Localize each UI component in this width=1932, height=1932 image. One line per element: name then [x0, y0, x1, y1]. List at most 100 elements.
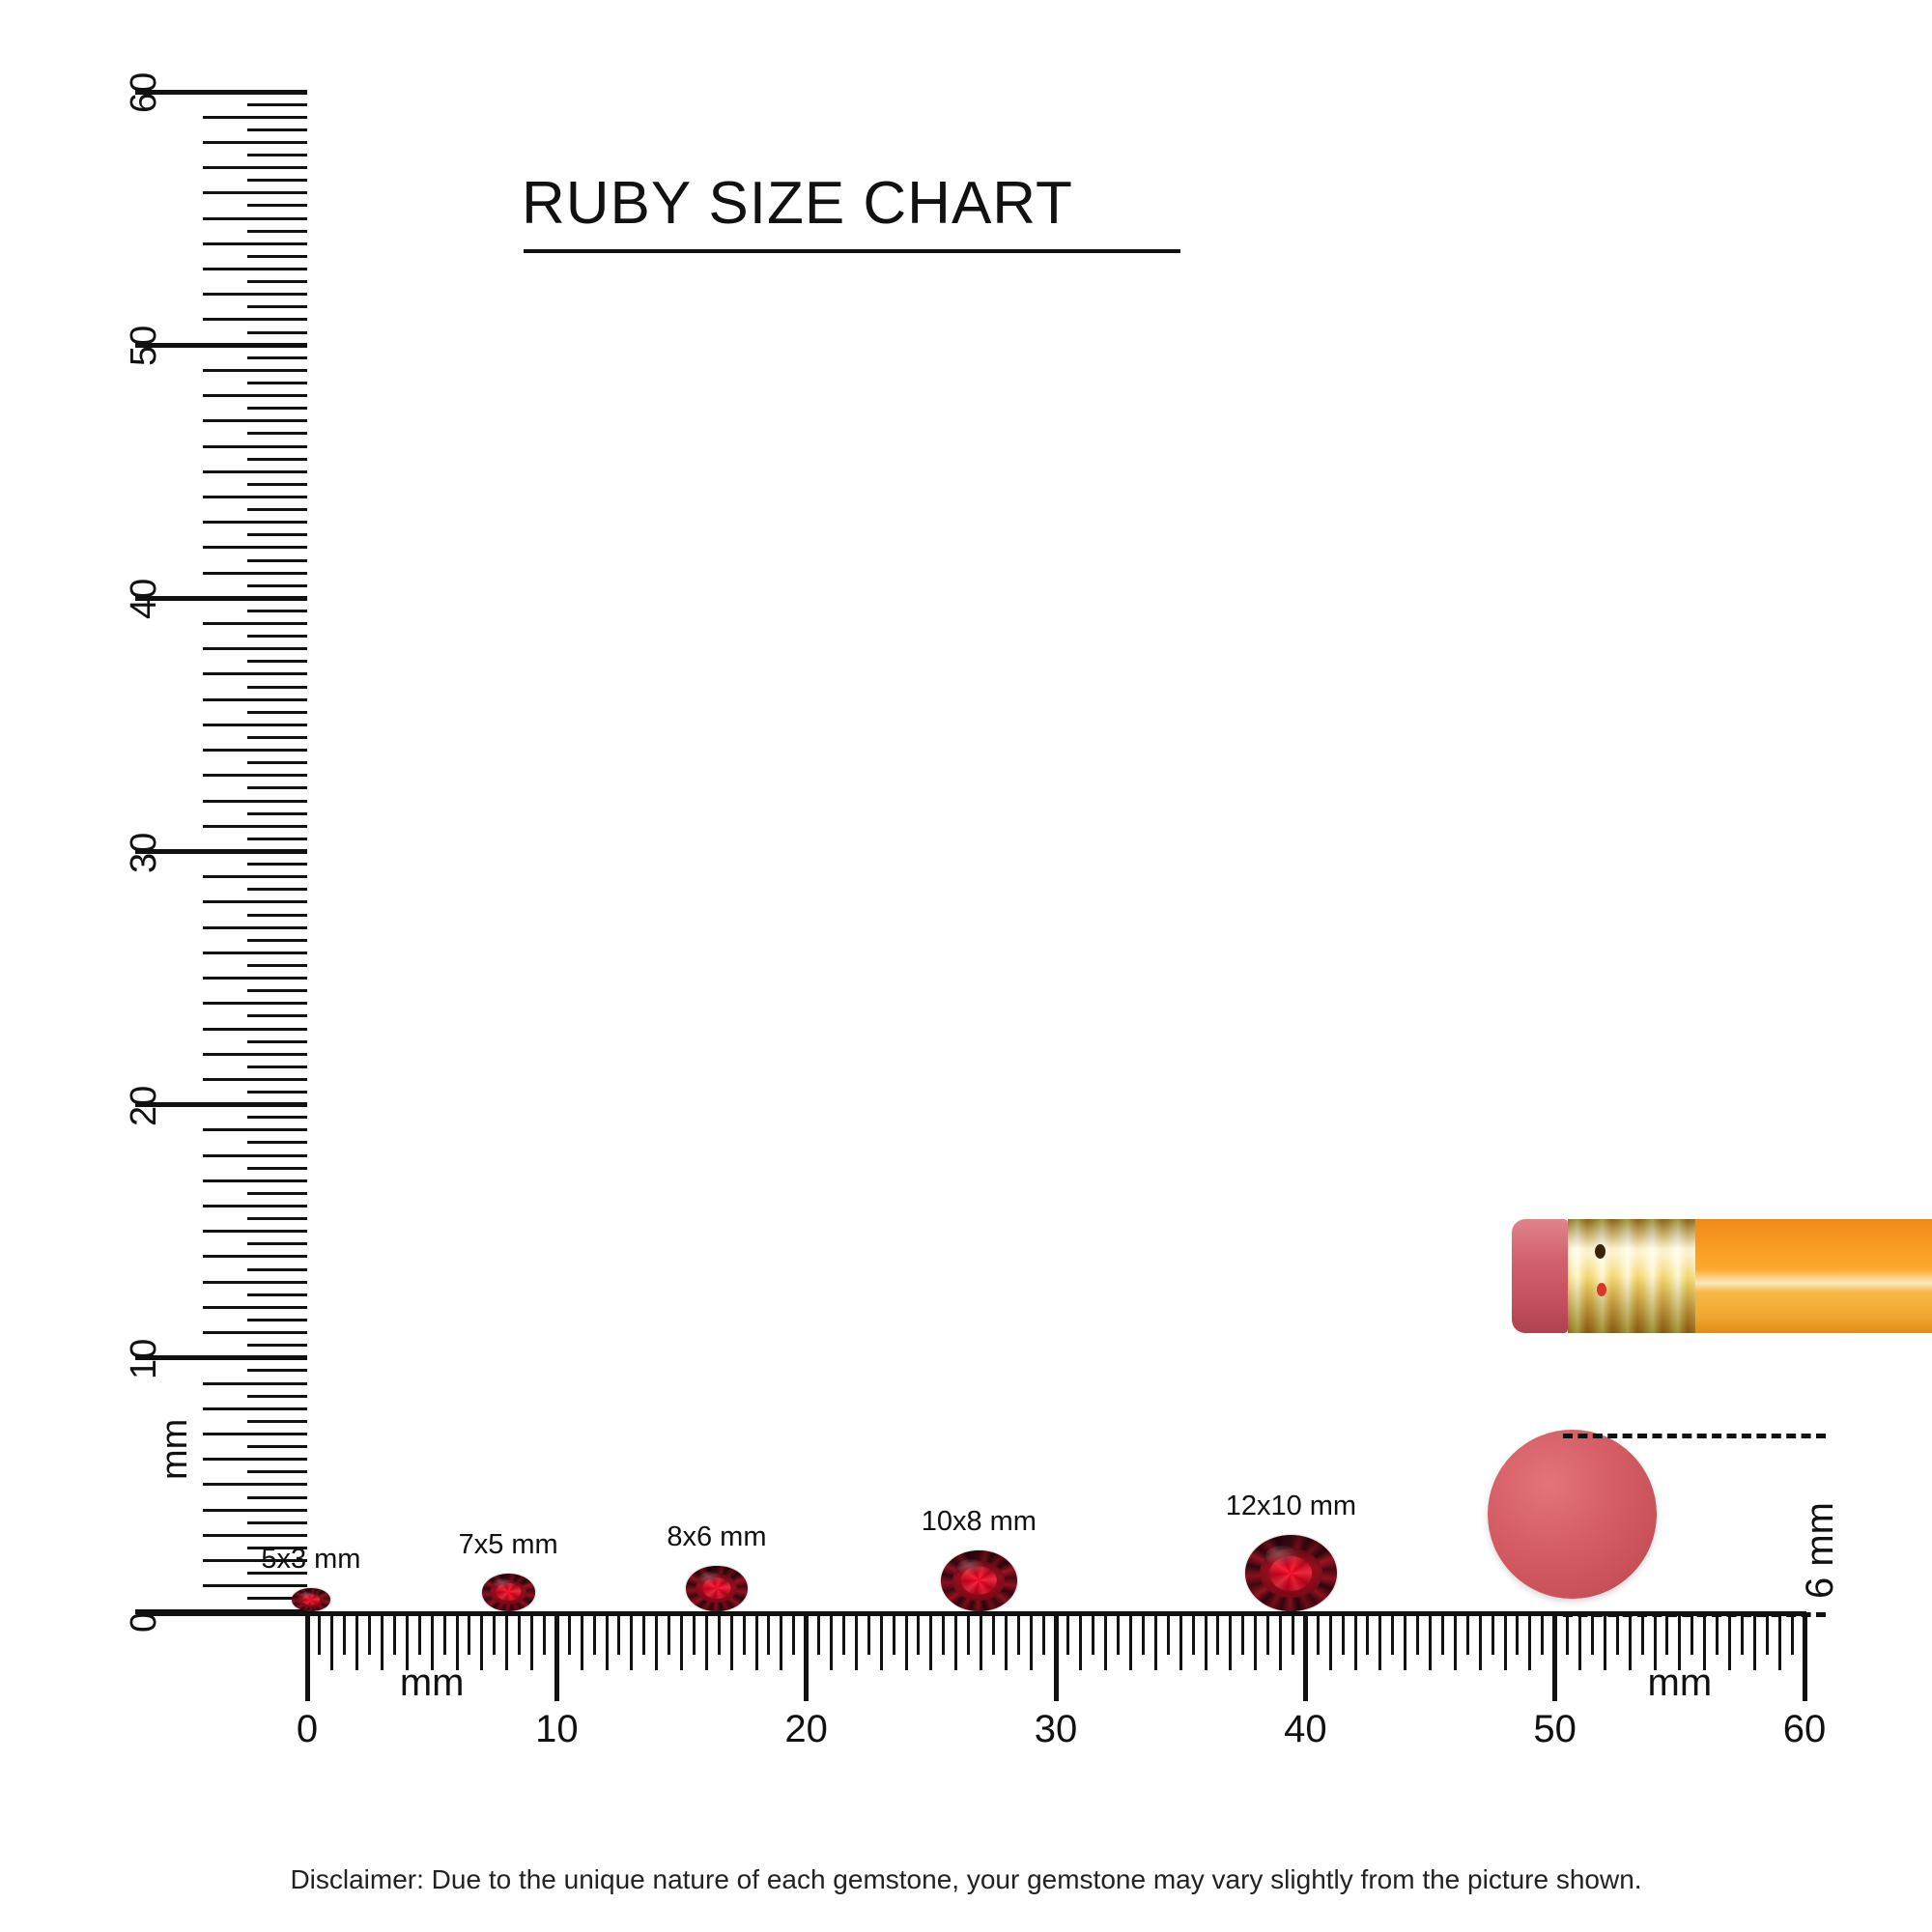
- hruler-tick: [1053, 1616, 1059, 1701]
- vruler-tick: [247, 1116, 307, 1120]
- vruler-tick: [203, 1128, 307, 1132]
- hruler-tick: [1141, 1616, 1145, 1655]
- hruler-tick: [355, 1616, 359, 1670]
- hruler-tick: [1254, 1616, 1258, 1670]
- vruler-tick: [247, 1065, 307, 1068]
- vruler-tick: [247, 128, 307, 131]
- pencil-eraser-icon: [1512, 1219, 1568, 1333]
- vruler-tick: [247, 837, 307, 840]
- vruler-tick: [203, 1331, 307, 1335]
- vruler-tick: [247, 736, 307, 740]
- vruler-tick: [247, 1597, 307, 1601]
- vruler-tick: [135, 1355, 307, 1361]
- vruler-tick: [247, 1242, 307, 1246]
- hruler-tick: [767, 1616, 771, 1655]
- hruler-tick: [430, 1616, 434, 1670]
- gem-highlight: [493, 1578, 513, 1589]
- hruler-tick: [692, 1616, 696, 1655]
- hruler-tick: [830, 1616, 833, 1670]
- vruler-tick: [247, 305, 307, 309]
- vruler-tick: [203, 723, 307, 726]
- vruler-tick: [203, 1230, 307, 1234]
- ruler-baseline: [143, 1611, 1806, 1616]
- hruler-label-30: 30: [1034, 1708, 1078, 1750]
- gemstone-10x8-mm[interactable]: [940, 1549, 1017, 1611]
- eraser-disc-reference: [1488, 1430, 1657, 1599]
- hruler-tick: [304, 1616, 310, 1701]
- vruler-tick: [247, 786, 307, 790]
- hruler-tick: [980, 1616, 982, 1670]
- hruler-tick: [754, 1616, 758, 1670]
- ferrule-dot-upper-icon: [1595, 1244, 1605, 1259]
- gemstone-5x3-mm[interactable]: [292, 1588, 330, 1611]
- hruler-tick: [554, 1616, 559, 1701]
- vruler-tick: [203, 469, 307, 473]
- hruler-tick: [642, 1616, 646, 1655]
- vruler-label-30: 30: [124, 832, 164, 873]
- vruler-tick: [203, 140, 307, 144]
- hruler-tick: [405, 1616, 409, 1670]
- vruler-tick: [247, 609, 307, 612]
- hruler-tick: [392, 1616, 396, 1655]
- vruler-tick: [203, 824, 307, 828]
- hruler-tick: [1465, 1616, 1469, 1655]
- vruler-tick: [247, 1217, 307, 1221]
- vruler-tick: [203, 546, 307, 550]
- vruler-tick: [203, 1280, 307, 1284]
- hruler-tick: [330, 1616, 334, 1670]
- vruler-tick: [203, 1077, 307, 1081]
- hruler-tick: [942, 1616, 946, 1655]
- vruler-tick: [247, 1394, 307, 1398]
- hruler-tick: [655, 1616, 659, 1670]
- vruler-tick: [203, 1508, 307, 1512]
- hruler-tick: [1216, 1616, 1220, 1655]
- hruler-tick: [1016, 1616, 1020, 1655]
- hruler-tick: [1603, 1616, 1606, 1670]
- hruler-tick: [1229, 1616, 1233, 1670]
- vruler-tick: [203, 216, 307, 220]
- vruler-tick: [203, 977, 307, 980]
- vruler-tick: [203, 622, 307, 626]
- gemstone-12x10-mm[interactable]: [1245, 1535, 1337, 1611]
- eraser-dimension-label: 6 mm: [1799, 1502, 1841, 1599]
- hruler-label-50: 50: [1533, 1708, 1577, 1750]
- hruler-tick: [729, 1616, 733, 1670]
- hruler-tick: [817, 1616, 821, 1655]
- vruler-tick: [247, 1091, 307, 1094]
- hruler-tick: [468, 1616, 471, 1655]
- gem-shading: [940, 1549, 1017, 1611]
- hruler-tick: [505, 1616, 509, 1670]
- hruler-tick: [1316, 1616, 1320, 1655]
- vruler-tick: [203, 318, 307, 322]
- vruler-tick: [247, 1293, 307, 1296]
- vruler-label-20: 20: [124, 1085, 164, 1126]
- hruler-tick: [1578, 1616, 1581, 1670]
- vruler-tick: [247, 1495, 307, 1499]
- gemstone-label-12x10-mm: 12x10 mm: [1225, 1491, 1357, 1521]
- vruler-tick: [203, 1432, 307, 1435]
- hruler-tick: [617, 1616, 621, 1655]
- hruler-tick: [1204, 1616, 1208, 1670]
- vruler-tick: [247, 558, 307, 562]
- hruler-tick: [1092, 1616, 1095, 1655]
- hruler-tick: [1378, 1616, 1382, 1670]
- gem-shading: [481, 1573, 535, 1611]
- gemstone-8x6-mm[interactable]: [686, 1565, 748, 1611]
- hruler-tick: [1653, 1616, 1657, 1670]
- hruler-tick: [1029, 1616, 1033, 1670]
- hruler-tick: [1552, 1616, 1558, 1701]
- hruler-tick: [1491, 1616, 1494, 1655]
- hruler-tick: [605, 1616, 609, 1670]
- hruler-tick: [1279, 1616, 1282, 1670]
- hruler-tick: [1640, 1616, 1644, 1655]
- vruler-tick: [247, 1319, 307, 1321]
- hruler-tick: [904, 1616, 908, 1670]
- gem-shading: [292, 1588, 330, 1611]
- gemstone-7x5-mm[interactable]: [481, 1573, 535, 1611]
- vruler-tick: [247, 685, 307, 689]
- gemstone-label-5x3-mm: 5x3 mm: [261, 1544, 361, 1576]
- vruler-tick: [247, 660, 307, 664]
- gemstone-label-10x8-mm: 10x8 mm: [921, 1505, 1037, 1537]
- gem-shading: [686, 1565, 748, 1611]
- vruler-tick: [247, 1445, 307, 1449]
